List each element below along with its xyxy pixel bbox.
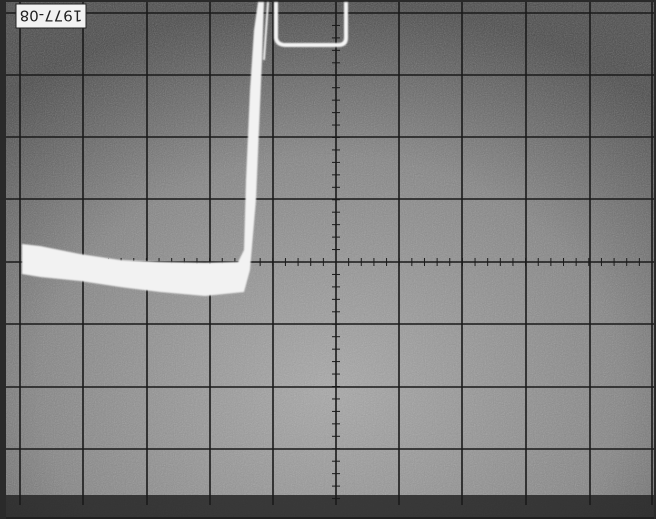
bottom-shadow (6, 495, 654, 519)
page: {"label": "1977-08"} (0, 0, 656, 519)
label-box: 1977-08 (16, 4, 86, 28)
oscilloscope-photo: 1977-08 (0, 0, 656, 519)
date-label: 1977-08 (20, 7, 83, 25)
